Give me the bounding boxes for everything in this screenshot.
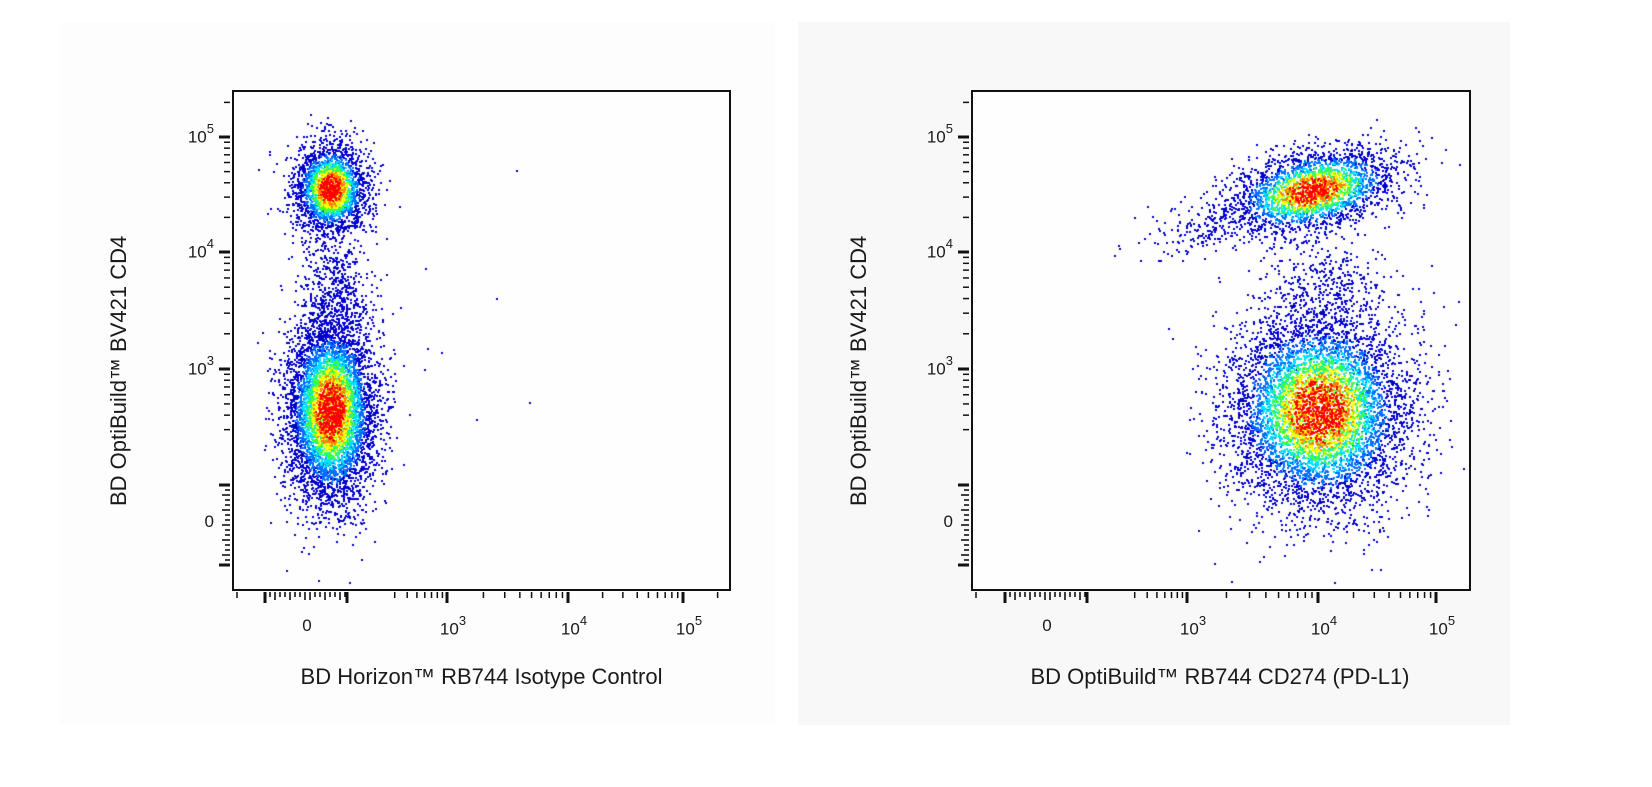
tick-label: 0: [943, 512, 953, 531]
tick-label: 104: [926, 236, 953, 262]
tick-label: 105: [926, 121, 953, 147]
tick-label: 103: [187, 353, 214, 379]
tick-label: 103: [439, 613, 467, 639]
tick-label: 104: [1310, 613, 1338, 639]
tick-label: 105: [1428, 613, 1456, 639]
tick-label: 105: [187, 121, 214, 147]
tick-label: 104: [560, 613, 588, 639]
tick-label: 105: [675, 613, 703, 639]
tick-label: 0: [302, 616, 312, 635]
tick-label: 0: [1042, 616, 1052, 635]
tick-label: 103: [1179, 613, 1207, 639]
tick-label: 104: [187, 236, 214, 262]
tick-label: 103: [926, 353, 953, 379]
tick-label: 0: [204, 512, 214, 531]
